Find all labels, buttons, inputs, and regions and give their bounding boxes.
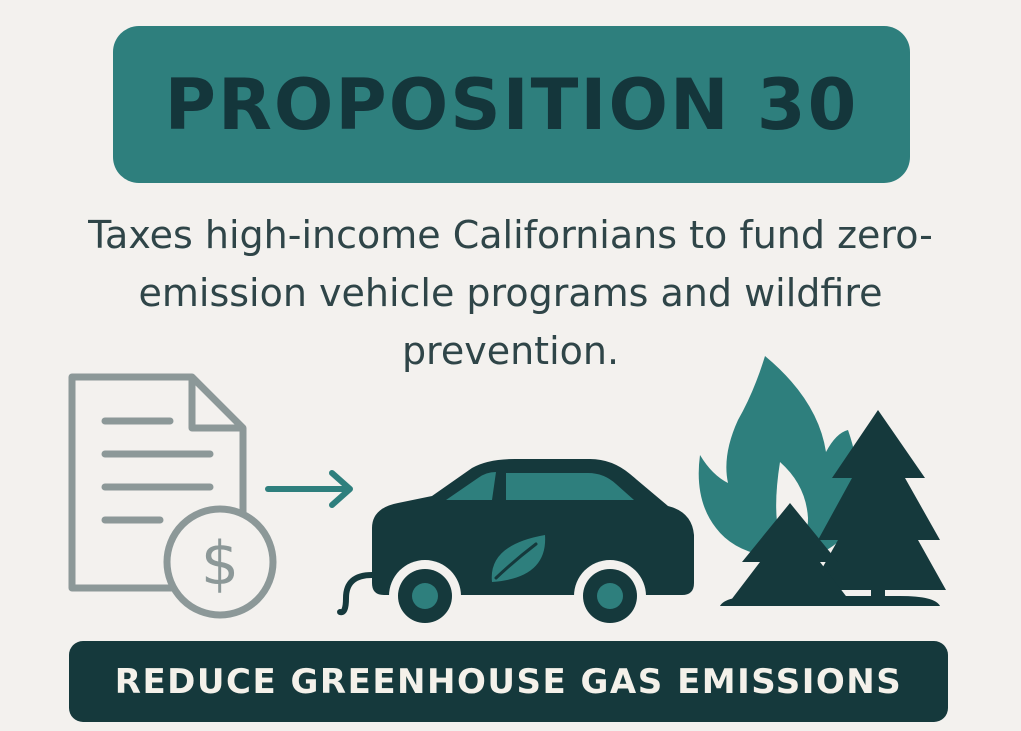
electric-car-icon: [337, 459, 694, 632]
dollar-coin-icon: $: [163, 505, 277, 619]
description-text: Taxes high-income Californians to fund z…: [88, 213, 933, 373]
footer-slogan: REDUCE GREENHOUSE GAS EMISSIONS: [114, 661, 903, 702]
page-title: PROPOSITION 30: [164, 63, 859, 146]
tax-document-icon: [68, 373, 247, 592]
pine-trees-icon: [720, 410, 946, 606]
illustration: $: [68, 356, 946, 632]
svg-text:$: $: [201, 529, 239, 599]
arrow-right-icon: [265, 470, 353, 508]
footer-banner: REDUCE GREENHOUSE GAS EMISSIONS: [69, 641, 948, 722]
title-banner: PROPOSITION 30: [113, 26, 910, 183]
leaf-icon: [491, 535, 546, 582]
